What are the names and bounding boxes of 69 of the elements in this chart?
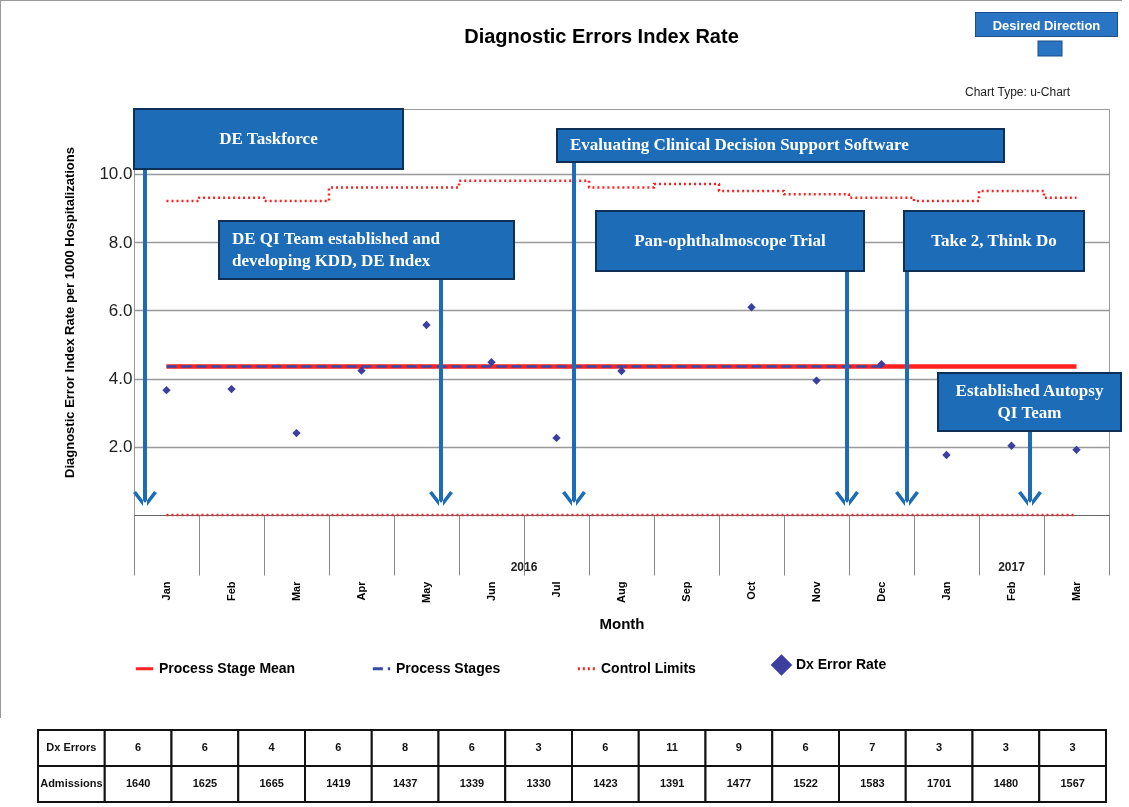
x-tick-label: Jan: [160, 581, 172, 601]
y-tick-label: 10.0: [99, 164, 133, 184]
y-tick-label: Dx Errors: [46, 741, 97, 753]
data-label: 3: [535, 741, 542, 753]
text-box: Evaluating Clinical Decision Support Software: [556, 128, 1005, 163]
x-tick-label: Dec: [875, 581, 887, 602]
x-tick-label: Jul: [550, 581, 562, 598]
x-tick-label: Mar: [1070, 580, 1082, 602]
data-label: 9: [735, 741, 742, 753]
x-tick-label: May: [420, 580, 432, 603]
data-label: 7: [869, 741, 876, 753]
data-label: 1477: [726, 777, 752, 789]
data-label: 3: [1002, 741, 1009, 753]
data-label: 1567: [1060, 777, 1085, 789]
data-label: 8: [402, 741, 409, 753]
text-box: DE QI Team established and developing KDD, DE Index: [218, 220, 515, 280]
data-label: 1701: [926, 777, 952, 789]
legend-label: Process Stages: [396, 659, 501, 676]
text: 2017: [998, 560, 1026, 574]
legend-label: Control Limits: [601, 659, 697, 676]
data-label: 6: [335, 741, 342, 753]
data-label: 3: [936, 741, 943, 753]
data-label: 6: [602, 741, 609, 753]
x-tick-label: Feb: [1005, 581, 1017, 602]
text-box: Pan-ophthalmoscope Trial: [595, 210, 865, 272]
y-tick-label: 8.0: [108, 232, 133, 252]
x-tick-label: Oct: [745, 581, 757, 600]
y-tick-label: Admissions: [40, 777, 103, 789]
data-label: 1330: [526, 777, 551, 789]
data-label: 1640: [125, 777, 151, 789]
y-axis-title: Diagnostic Error Index Rate per 1000 Hospitalizations: [62, 147, 78, 478]
text: 2016: [510, 560, 538, 574]
data-label: 11: [666, 741, 678, 753]
data-label: 4: [268, 741, 276, 753]
data-label: 1419: [326, 777, 351, 789]
y-tick-label: 6.0: [108, 300, 133, 320]
data-label: 1391: [659, 777, 685, 789]
data-label: 1522: [793, 777, 818, 789]
x-tick-label: Sep: [680, 581, 692, 602]
data-label: 3: [1069, 741, 1076, 753]
text-box: DE Taskforce: [133, 108, 404, 170]
data-label: 1480: [993, 777, 1019, 789]
x-tick-label: Nov: [810, 580, 822, 603]
y-tick-label: 2.0: [108, 437, 133, 457]
data-label: 1423: [593, 777, 618, 789]
data-label: 1437: [392, 777, 418, 789]
legend-label: Process Stage Mean: [159, 659, 296, 676]
x-tick-label: Mar: [290, 580, 302, 602]
data-label: 1583: [860, 777, 885, 789]
x-tick-label: Apr: [355, 580, 367, 601]
x-tick-label: Aug: [615, 581, 627, 603]
text-box: Established Autopsy QI Team: [937, 372, 1122, 432]
x-tick-label: Jun: [485, 581, 497, 602]
x-axis-title: Month: [599, 614, 645, 632]
text-box: Take 2, Think Do: [903, 210, 1085, 272]
data-label: 6: [802, 741, 809, 753]
x-tick-label: Jan: [940, 581, 952, 601]
chart-title: Diagnostic Errors Index Rate: [464, 25, 739, 47]
text-box: Desired Direction: [975, 12, 1118, 37]
data-label: 1625: [192, 777, 218, 789]
data-label: 1665: [259, 777, 284, 789]
x-tick-label: Feb: [225, 581, 237, 602]
data-label: 6: [135, 741, 142, 753]
text: Chart Type: u-Chart: [965, 85, 1072, 99]
legend-label: Dx Error Rate: [796, 655, 887, 672]
y-tick-label: 4.0: [108, 369, 133, 389]
data-label: 6: [468, 741, 475, 753]
data-label: 1339: [459, 777, 485, 789]
data-label: 6: [201, 741, 208, 753]
